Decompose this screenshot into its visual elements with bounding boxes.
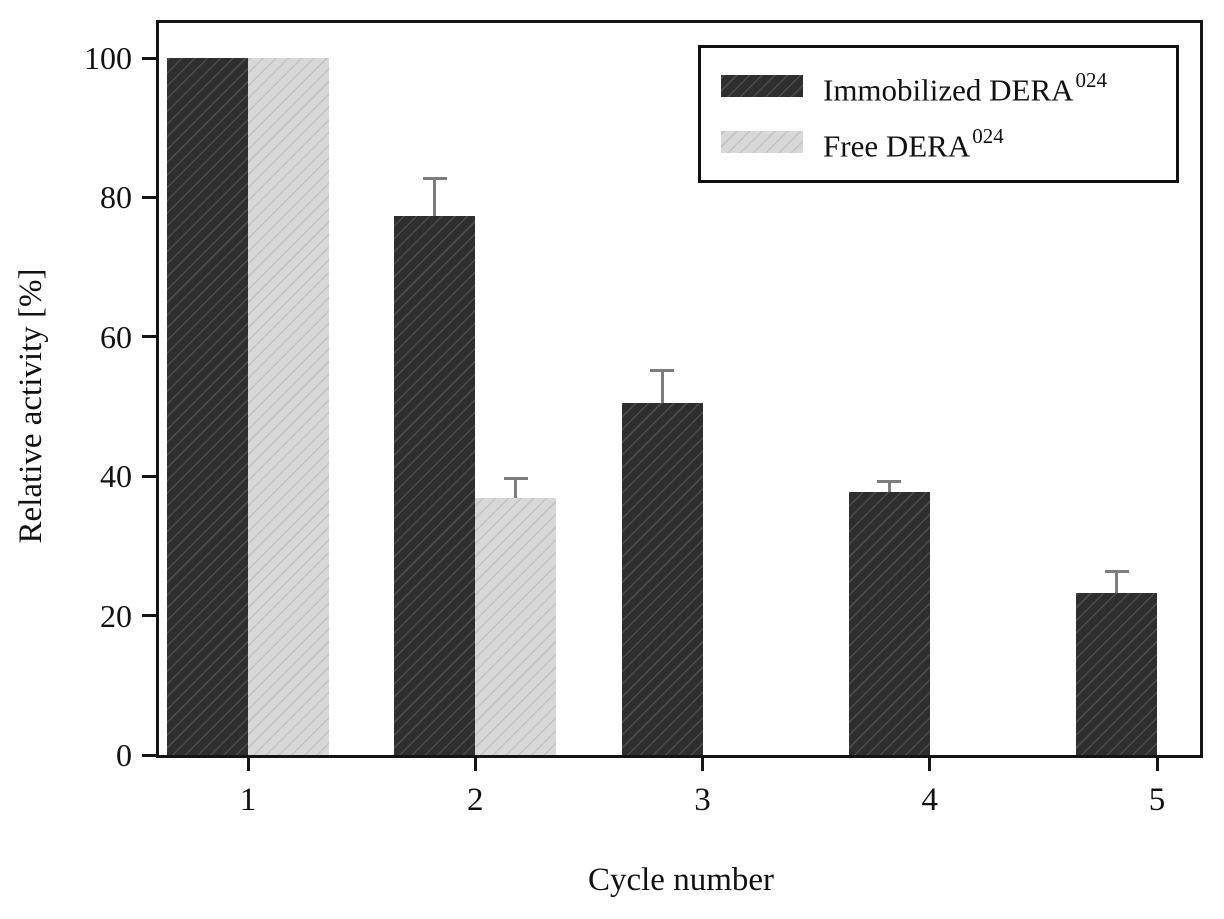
x-tick-label: 1	[239, 782, 257, 818]
x-axis-tick	[473, 758, 477, 771]
x-axis-title: Cycle number	[587, 862, 775, 898]
error-bar-cap	[422, 177, 447, 181]
bar-free-cycle-1	[248, 58, 329, 755]
y-tick-label: 40	[100, 458, 132, 495]
x-axis-tick	[246, 758, 250, 771]
y-axis-tick	[142, 753, 156, 757]
bar-immobilized-cycle-3	[621, 403, 703, 755]
error-bar-cap	[1104, 570, 1129, 574]
legend-row-immobilized: Immobilized DERA024	[721, 65, 1176, 107]
y-tick-label: 0	[116, 737, 132, 773]
y-axis-tick	[142, 335, 156, 339]
y-axis-tick	[142, 614, 156, 618]
y-tick-label: 100	[84, 40, 132, 76]
x-tick-label: 5	[1148, 782, 1166, 818]
legend-label-free: Free DERA024	[823, 123, 1004, 163]
plot-area-frame	[156, 20, 1203, 758]
error-bar-stem	[1115, 571, 1118, 593]
error-bar-stem	[887, 481, 891, 493]
x-tick-label: 3	[694, 782, 711, 818]
y-tick-label: 80	[100, 179, 132, 216]
bar-free-cycle-2	[475, 497, 557, 755]
x-axis-tick	[928, 758, 932, 771]
y-axis-tick	[142, 195, 156, 199]
error-bar-stem	[433, 178, 437, 216]
bar-immobilized-cycle-4	[848, 492, 930, 755]
error-bar-cap	[877, 479, 902, 483]
error-bar-cap	[503, 477, 528, 481]
y-axis-tick	[142, 56, 156, 60]
legend: Immobilized DERA024 Free DERA024	[698, 45, 1179, 183]
y-axis-tick	[142, 474, 156, 478]
y-tick-label: 20	[100, 597, 132, 634]
legend-swatch-free-icon	[721, 130, 803, 153]
error-bar-stem	[514, 478, 518, 498]
x-tick-label: 2	[467, 782, 484, 818]
x-axis-tick	[1155, 758, 1159, 771]
legend-swatch-immobilized-icon	[721, 75, 803, 98]
bar-immobilized-cycle-5	[1076, 592, 1157, 755]
error-bar-cap	[650, 369, 674, 373]
bar-immobilized-cycle-1	[167, 58, 248, 755]
legend-row-free: Free DERA024	[721, 121, 1176, 163]
x-axis-tick	[701, 758, 704, 771]
legend-label-immobilized: Immobilized DERA024	[823, 68, 1108, 108]
y-tick-label: 60	[100, 318, 132, 355]
error-bar-stem	[660, 370, 664, 403]
x-tick-label: 4	[921, 782, 939, 818]
bar-immobilized-cycle-2	[394, 215, 476, 755]
